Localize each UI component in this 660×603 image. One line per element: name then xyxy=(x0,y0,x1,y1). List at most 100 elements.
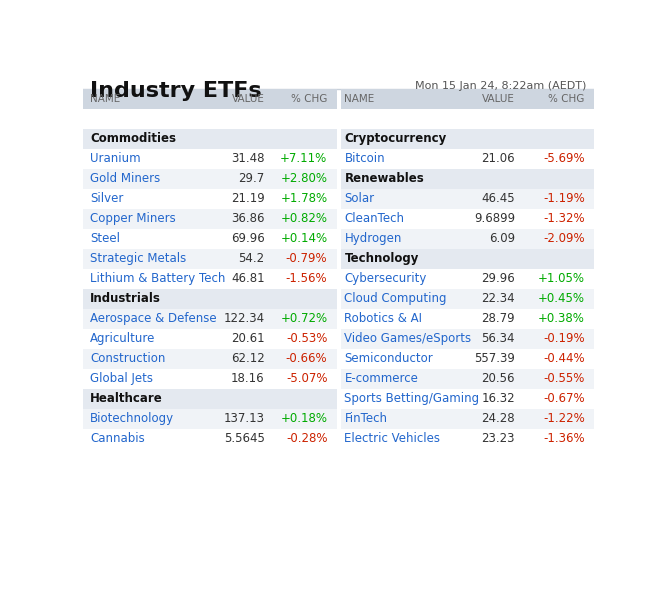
Text: 23.23: 23.23 xyxy=(481,432,515,446)
Text: -0.67%: -0.67% xyxy=(543,393,585,405)
Text: 24.28: 24.28 xyxy=(481,412,515,425)
Text: Robotics & AI: Robotics & AI xyxy=(345,312,422,325)
Text: +7.11%: +7.11% xyxy=(280,152,327,165)
Text: Commodities: Commodities xyxy=(90,132,176,145)
Text: Video Games/eSports: Video Games/eSports xyxy=(345,332,472,346)
Text: +0.45%: +0.45% xyxy=(538,292,585,305)
Text: VALUE: VALUE xyxy=(482,94,515,104)
Bar xyxy=(82,429,337,449)
Text: -0.55%: -0.55% xyxy=(543,372,585,385)
Text: Strategic Metals: Strategic Metals xyxy=(90,252,187,265)
Bar xyxy=(82,409,337,429)
Bar xyxy=(341,429,594,449)
Text: % CHG: % CHG xyxy=(291,94,327,104)
Text: Industrials: Industrials xyxy=(90,292,161,305)
Bar xyxy=(341,269,594,289)
Text: +1.05%: +1.05% xyxy=(538,272,585,285)
Text: 18.16: 18.16 xyxy=(231,372,265,385)
Text: Biotechnology: Biotechnology xyxy=(90,412,174,425)
Bar xyxy=(341,209,594,229)
Text: NAME: NAME xyxy=(345,94,375,104)
Bar xyxy=(82,148,337,169)
Text: 46.81: 46.81 xyxy=(231,272,265,285)
Text: -0.28%: -0.28% xyxy=(286,432,327,446)
Text: Industry ETFs: Industry ETFs xyxy=(90,81,262,101)
Text: 6.09: 6.09 xyxy=(489,232,515,245)
Text: CleanTech: CleanTech xyxy=(345,212,405,225)
Text: 46.45: 46.45 xyxy=(481,192,515,205)
Text: VALUE: VALUE xyxy=(232,94,265,104)
Text: Cannabis: Cannabis xyxy=(90,432,145,446)
Text: -0.19%: -0.19% xyxy=(543,332,585,346)
Text: % CHG: % CHG xyxy=(548,94,585,104)
Text: Global Jets: Global Jets xyxy=(90,372,153,385)
Text: Gold Miners: Gold Miners xyxy=(90,172,160,185)
Text: 9.6899: 9.6899 xyxy=(474,212,515,225)
Bar xyxy=(341,229,594,248)
Text: -5.69%: -5.69% xyxy=(543,152,585,165)
Bar xyxy=(82,289,337,309)
Bar xyxy=(341,189,594,209)
Text: +2.80%: +2.80% xyxy=(280,172,327,185)
Text: -5.07%: -5.07% xyxy=(286,372,327,385)
Text: -0.53%: -0.53% xyxy=(286,332,327,346)
Text: +0.72%: +0.72% xyxy=(280,312,327,325)
Bar xyxy=(82,248,337,269)
Text: +0.18%: +0.18% xyxy=(280,412,327,425)
Text: -1.32%: -1.32% xyxy=(543,212,585,225)
Bar xyxy=(341,89,594,109)
Text: 22.34: 22.34 xyxy=(481,292,515,305)
Text: -0.66%: -0.66% xyxy=(286,352,327,365)
Text: E-commerce: E-commerce xyxy=(345,372,418,385)
Text: +0.14%: +0.14% xyxy=(280,232,327,245)
Text: 5.5645: 5.5645 xyxy=(224,432,265,446)
Text: -1.36%: -1.36% xyxy=(543,432,585,446)
Text: 62.12: 62.12 xyxy=(231,352,265,365)
Text: Electric Vehicles: Electric Vehicles xyxy=(345,432,440,446)
Text: Construction: Construction xyxy=(90,352,166,365)
Bar xyxy=(82,209,337,229)
Bar xyxy=(82,229,337,248)
Bar xyxy=(341,409,594,429)
Text: 20.61: 20.61 xyxy=(231,332,265,346)
Bar xyxy=(341,329,594,349)
Bar xyxy=(82,269,337,289)
Text: Cybersecurity: Cybersecurity xyxy=(345,272,427,285)
Text: -1.22%: -1.22% xyxy=(543,412,585,425)
Text: -1.19%: -1.19% xyxy=(543,192,585,205)
Bar xyxy=(341,369,594,389)
Text: -2.09%: -2.09% xyxy=(543,232,585,245)
Bar xyxy=(82,89,337,109)
Bar xyxy=(82,329,337,349)
Bar xyxy=(341,248,594,269)
Text: Renewables: Renewables xyxy=(345,172,424,185)
Text: +0.82%: +0.82% xyxy=(280,212,327,225)
Text: Bitcoin: Bitcoin xyxy=(345,152,385,165)
Text: Mon 15 Jan 24, 8:22am (AEDT): Mon 15 Jan 24, 8:22am (AEDT) xyxy=(415,81,586,91)
Text: Cloud Computing: Cloud Computing xyxy=(345,292,447,305)
Text: -1.56%: -1.56% xyxy=(286,272,327,285)
Bar xyxy=(341,389,594,409)
Text: 69.96: 69.96 xyxy=(231,232,265,245)
Text: +1.78%: +1.78% xyxy=(280,192,327,205)
Text: 21.06: 21.06 xyxy=(481,152,515,165)
Text: Agriculture: Agriculture xyxy=(90,332,156,346)
Text: 28.79: 28.79 xyxy=(481,312,515,325)
Text: Hydrogen: Hydrogen xyxy=(345,232,402,245)
Text: 29.96: 29.96 xyxy=(481,272,515,285)
Bar xyxy=(82,189,337,209)
Text: FinTech: FinTech xyxy=(345,412,387,425)
Text: 31.48: 31.48 xyxy=(231,152,265,165)
Bar xyxy=(82,369,337,389)
Text: 557.39: 557.39 xyxy=(474,352,515,365)
Text: Silver: Silver xyxy=(90,192,123,205)
Bar xyxy=(341,169,594,189)
Bar xyxy=(82,349,337,369)
Bar xyxy=(341,128,594,148)
Text: Solar: Solar xyxy=(345,192,375,205)
Bar xyxy=(82,309,337,329)
Text: Lithium & Battery Tech: Lithium & Battery Tech xyxy=(90,272,226,285)
Text: Aerospace & Defense: Aerospace & Defense xyxy=(90,312,217,325)
Bar xyxy=(341,148,594,169)
Text: 122.34: 122.34 xyxy=(224,312,265,325)
